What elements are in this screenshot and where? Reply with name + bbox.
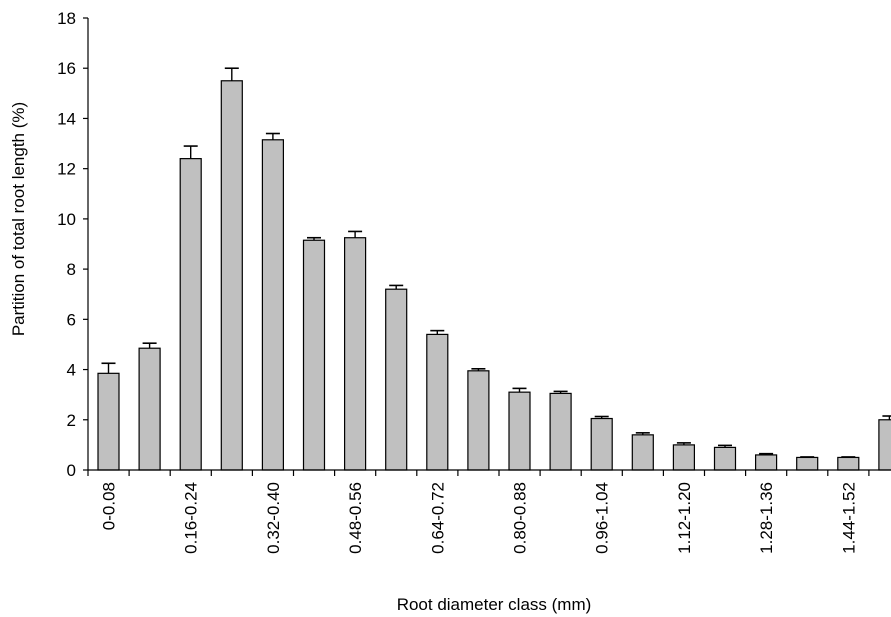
bar [426, 333, 449, 471]
y-tick-label: 10 [57, 210, 76, 229]
bar [549, 392, 572, 471]
bar [302, 239, 326, 471]
x-tick-label: 0.48-0.56 [346, 482, 365, 554]
bar [179, 158, 202, 471]
bar [220, 80, 243, 471]
bar [261, 139, 284, 471]
y-tick-label: 18 [57, 9, 76, 28]
bar [796, 456, 819, 471]
y-axis-label: Partition of total root length (%) [9, 102, 28, 336]
x-tick-label: 0.64-0.72 [428, 482, 447, 554]
y-tick-label: 0 [67, 461, 76, 480]
y-tick-label: 4 [67, 361, 76, 380]
bar [590, 417, 613, 471]
x-tick-label: 1.44-1.52 [839, 482, 858, 554]
y-axis-ticks: 0 2 4 6 8 10 12 14 16 18 [57, 9, 88, 480]
x-tick-label: 0-0.08 [100, 482, 119, 530]
y-tick-label: 8 [67, 260, 76, 279]
bar [713, 446, 737, 471]
bar [97, 372, 120, 471]
x-tick-label: 0.16-0.24 [182, 482, 201, 554]
y-tick-label: 2 [67, 411, 76, 430]
bar [508, 391, 531, 471]
x-axis-label: Root diameter class (mm) [397, 595, 592, 614]
bar [754, 454, 778, 471]
bar [385, 288, 408, 471]
y-tick-label: 12 [57, 160, 76, 179]
x-tick-label: 0.96-1.04 [593, 482, 612, 554]
bars [97, 67, 891, 471]
y-tick-label: 14 [57, 109, 76, 128]
x-axis-ticks: 0-0.08 0.16-0.24 0.32-0.40 0.48-0.56 0.64-0.… [87, 470, 870, 554]
x-tick-label: 0.80-0.88 [511, 482, 530, 554]
bar [138, 347, 161, 471]
bar [672, 444, 696, 471]
x-tick-label: 0.32-0.40 [264, 482, 283, 554]
bar [631, 434, 654, 471]
bar [344, 237, 367, 471]
x-tick-label: 1.12-1.20 [675, 482, 694, 554]
bar [878, 419, 891, 471]
bar [467, 370, 490, 471]
y-tick-label: 6 [67, 310, 76, 329]
bar [837, 456, 860, 471]
x-tick-label: 1.28-1.36 [757, 482, 776, 554]
y-tick-label: 16 [57, 59, 76, 78]
